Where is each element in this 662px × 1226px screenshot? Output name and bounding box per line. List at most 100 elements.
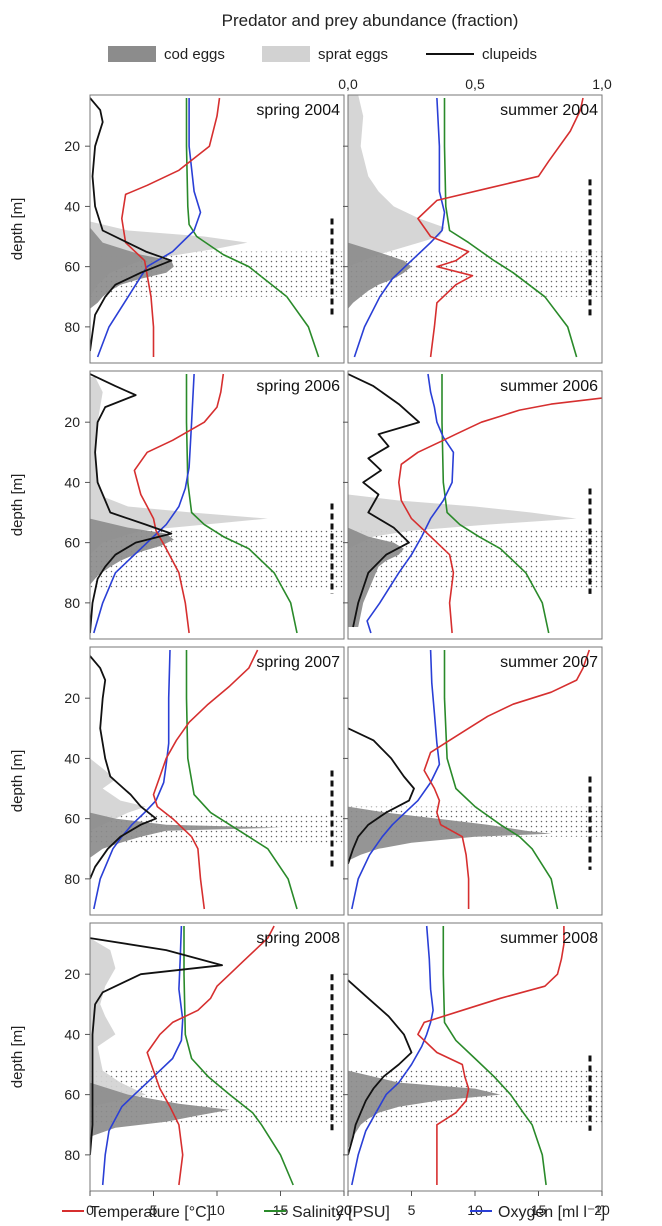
x-tick-label: 5 [150, 1202, 158, 1218]
depth-tick-label: 80 [64, 1147, 80, 1163]
cod-eggs-area [348, 806, 552, 861]
legend-top: cod eggs sprat eggs clupeids [108, 46, 537, 63]
sprat-eggs-area [90, 221, 248, 297]
depth-tick-label: 20 [64, 690, 80, 706]
depth-tick-label: 80 [64, 595, 80, 611]
panel-plot-area [348, 373, 602, 634]
temperature-c-line [133, 373, 225, 634]
temperature-c-legend-label: Temperature [°C] [90, 1204, 211, 1221]
depth-tick-label: 40 [64, 750, 80, 766]
panel-summer-2007: summer 2007 [343, 646, 603, 916]
panel-spring-2006: spring 2006 20 40 60 80 depth [m] [9, 370, 345, 640]
panel-summer-2006: summer 2006 [343, 370, 603, 640]
panel-summer-2004: summer 2004 [343, 94, 603, 364]
clupeids-legend-label: clupeids [482, 46, 537, 63]
clupeids-line [90, 937, 223, 1155]
salinity-psu-line [185, 650, 298, 910]
x-tick-label: 20 [336, 1202, 352, 1218]
sprat-eggs-area [348, 95, 445, 267]
temperature-c-line [398, 397, 602, 634]
y-axis-label: depth [m] [9, 474, 26, 537]
fraction-tick-label: 0,0 [338, 76, 358, 92]
panel-title: summer 2008 [500, 930, 598, 947]
oxygen-ml-l-line [351, 925, 434, 1186]
panel-title: spring 2007 [256, 654, 340, 671]
oxygen-ml-l-line [101, 925, 184, 1186]
clupeids-line [348, 373, 420, 628]
oxygen-ml-l-line [366, 373, 455, 634]
salinity-psu-line [185, 374, 298, 634]
cod-eggs-area [348, 1070, 501, 1149]
depth-tick-label: 20 [64, 966, 80, 982]
temperature-c-line [423, 649, 591, 909]
panel-title: spring 2004 [256, 102, 340, 119]
panel-frame [347, 646, 603, 916]
oxygen-ml-l-line [96, 98, 202, 358]
panel-plot-area [348, 925, 602, 1186]
panel-frame [347, 922, 603, 1192]
depth-tick-label: 40 [64, 198, 80, 214]
depth-tick-label: 60 [64, 535, 80, 551]
sprat-eggs-area [90, 758, 146, 831]
cod-eggs-area [90, 812, 281, 858]
temperature-c-line [417, 97, 584, 358]
salinity-psu-line [443, 98, 578, 358]
oxygen-ml-l-line [353, 97, 446, 358]
panel-summer-2008: summer 2008 [343, 922, 603, 1192]
clupeids-line [90, 97, 173, 352]
cod-eggs-area [90, 518, 174, 585]
panel-plot-area [348, 95, 602, 358]
panel-frame [347, 94, 603, 364]
oxygen-ml-l-line [351, 649, 441, 910]
panel-frame [89, 646, 345, 916]
clupeids-line [90, 655, 157, 880]
panel-frame [89, 370, 345, 640]
fraction-tick-label: 1,0 [592, 76, 612, 92]
depth-tick-label: 20 [64, 414, 80, 430]
salinity-psu-line [183, 926, 294, 1186]
salinity-psu-line [443, 650, 559, 910]
sprat-eggs-legend-swatch [262, 46, 310, 62]
depth-tick-label: 80 [64, 871, 80, 887]
clupeids-line [348, 727, 415, 865]
cod-eggs-area [90, 1082, 230, 1137]
depth-tick-label: 60 [64, 811, 80, 827]
panel-frame [89, 94, 345, 364]
x-tick-label: 20 [594, 1202, 610, 1218]
depth-tick-label: 20 [64, 138, 80, 154]
cod-eggs-area [348, 242, 412, 309]
oxygen-ml-l-line [93, 649, 171, 910]
cod-eggs-legend-label: cod eggs [164, 46, 225, 63]
panel-plot-area [90, 649, 344, 910]
salinity-psu-line [441, 374, 550, 634]
panel-plot-area [90, 97, 344, 358]
panel-plot-area [90, 373, 344, 634]
cod-eggs-area [90, 227, 174, 309]
panels: spring 2004 20 40 60 80 depth [m] summer 2004 s… [9, 94, 603, 1192]
panel-title: spring 2008 [256, 930, 340, 947]
temperature-c-line [121, 97, 221, 357]
depth-tick-label: 80 [64, 319, 80, 335]
panel-plot-area [90, 925, 344, 1186]
x-tick-label: 15 [531, 1202, 547, 1218]
y-axis-label: depth [m] [9, 1026, 26, 1089]
x-tick-label: 10 [209, 1202, 225, 1218]
sprat-eggs-legend-label: sprat eggs [318, 46, 388, 63]
panel-spring-2007: spring 2007 20 40 60 80 depth [m] [9, 646, 345, 916]
panel-spring-2004: spring 2004 20 40 60 80 depth [m] [9, 94, 345, 364]
salinity-psu-line [185, 98, 320, 358]
panel-title: spring 2006 [256, 378, 340, 395]
outer-axes: 0,00,51,00510152005101520 [86, 76, 612, 1218]
sprat-eggs-area [90, 377, 268, 555]
legend-bottom: Temperature [°C] Salinity [PSU] Oxygen [ml… [62, 1204, 605, 1221]
temperature-c-line [417, 926, 565, 1185]
x-tick-label: 0 [344, 1202, 352, 1218]
panel-plot-area [348, 649, 602, 910]
y-axis-label: depth [m] [9, 198, 26, 261]
sprat-eggs-area [90, 938, 146, 1107]
oxygen-ml-l-legend-label: Oxygen [ml l⁻¹] [498, 1204, 605, 1221]
panel-frame [347, 370, 603, 640]
depth-tick-label: 60 [64, 259, 80, 275]
x-tick-label: 5 [408, 1202, 416, 1218]
